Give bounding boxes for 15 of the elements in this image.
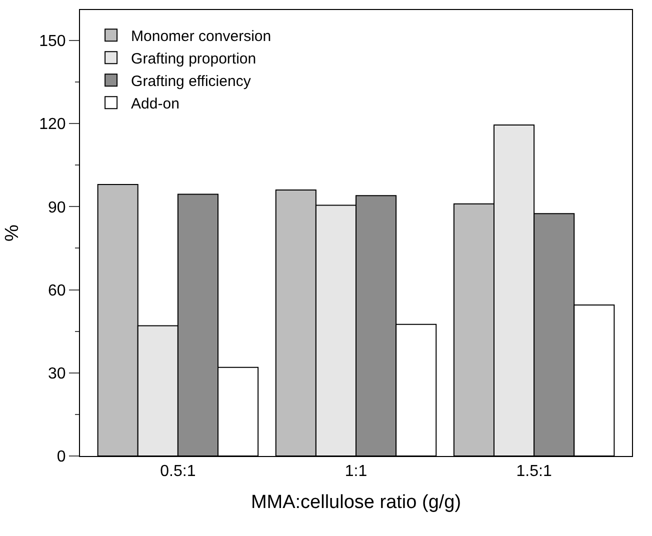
legend-label: Monomer conversion — [131, 28, 272, 46]
legend-label: Grafting proportion — [131, 50, 256, 68]
legend-label: Add-on — [131, 96, 180, 113]
y-tick-label: 90 — [48, 199, 66, 216]
y-axis-title: % — [2, 224, 23, 242]
x-tick-label: 1.5:1 — [516, 463, 552, 480]
x-tick-label: 0.5:1 — [160, 463, 196, 480]
y-tick-label: 30 — [48, 365, 66, 382]
y-tick-label: 150 — [39, 33, 66, 50]
x-axis-title: MMA:cellulose ratio (g/g) — [250, 492, 462, 513]
x-tick-label: 1:1 — [344, 463, 368, 480]
y-tick-label: 120 — [39, 116, 66, 134]
legend-label: Grafting efficiency — [131, 73, 252, 90]
y-tick-label: 0 — [56, 448, 66, 466]
y-tick-label: 60 — [48, 282, 66, 300]
